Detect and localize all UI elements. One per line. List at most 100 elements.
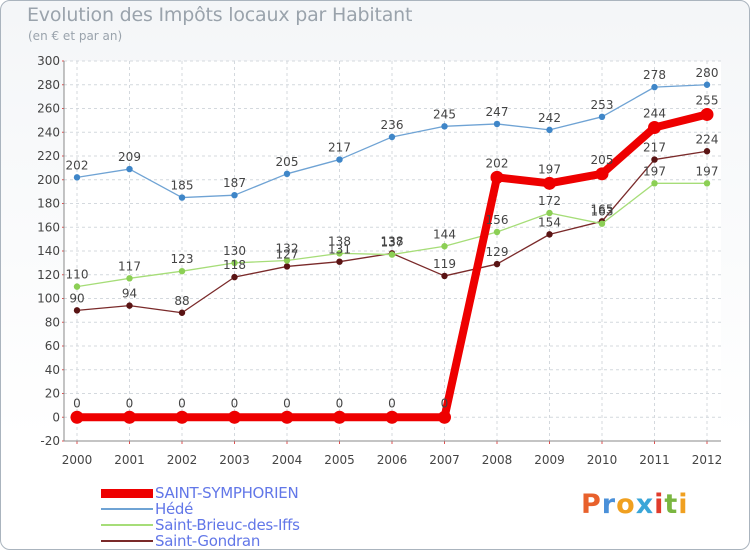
data-label: 245 [433,107,456,121]
data-label: 236 [381,118,404,132]
data-label: 217 [328,141,351,155]
data-point [73,174,81,181]
y-tick-label: 0 [52,410,60,424]
data-point [231,191,238,199]
data-point [598,113,606,121]
data-point [231,273,238,281]
data-label: 247 [486,105,509,119]
y-tick-label: 20 [45,387,60,401]
data-point [178,194,186,201]
chart-title: Evolution des Impôts locaux par Habitant [27,4,413,26]
x-tick-label: 2007 [429,453,460,467]
data-point [546,209,553,217]
series-saint-symphorien [70,107,714,424]
data-point [441,243,448,250]
logo-letter: r [601,489,617,520]
data-label: 123 [171,252,194,266]
logo-letter: x [635,489,655,520]
y-tick-label: 220 [37,149,60,163]
data-point [700,107,714,121]
data-label: 90 [69,291,84,305]
data-label: 224 [696,132,719,146]
logo-letter: P [581,489,602,520]
data-label: 197 [643,164,666,178]
x-tick-label: 2009 [534,453,565,467]
data-label: 119 [433,257,456,271]
data-point [490,170,504,184]
y-tick-label: 180 [37,197,60,211]
data-point [283,263,291,270]
data-label: 0 [336,396,344,410]
data-label: 202 [66,158,89,172]
y-tick-label: 260 [37,102,60,116]
data-label: 217 [643,141,666,155]
data-label: 118 [223,258,246,272]
data-point [123,410,136,424]
legend-label: Saint-Brieuc-des-Iffs [155,516,300,534]
data-point [178,267,186,275]
data-label: 205 [591,153,614,167]
series-saint-brieuc-des-iffs [73,180,711,290]
y-tick-label: 160 [37,220,60,234]
data-label: 0 [178,396,186,410]
data-label: 0 [388,396,396,410]
data-point [546,126,553,134]
data-point [126,165,133,173]
data-point [388,251,396,258]
data-point [70,410,84,424]
data-label: 244 [643,107,666,121]
logo-letter: i [654,489,665,520]
data-label: 156 [486,213,509,227]
data-point [178,309,186,316]
data-point [283,170,291,178]
data-label: 132 [276,242,299,256]
data-point [703,148,711,155]
data-label: 137 [381,236,404,250]
data-point [651,156,658,163]
data-label: 280 [696,66,719,80]
x-tick-label: 2002 [167,453,198,467]
data-label: 202 [486,156,509,170]
data-label: 205 [276,155,299,169]
logo-letter: o [616,489,636,520]
data-label: 165 [591,202,614,216]
legend-label: SAINT-SYMPHORIEN [155,484,299,502]
data-point [280,410,294,424]
data-point [493,228,501,236]
data-point [651,180,658,187]
data-point [441,272,448,280]
legend-swatch [101,540,153,542]
x-tick-label: 2011 [639,453,670,467]
x-tick-label: 2008 [482,453,513,467]
y-tick-label: 120 [37,268,60,282]
data-label: 117 [118,259,141,273]
legend-swatch [101,488,153,498]
data-point [175,410,189,424]
data-label: 88 [174,294,189,308]
data-point [438,410,451,424]
data-label: 131 [328,243,351,257]
legend-label: Hédé [155,500,194,518]
data-label: 144 [433,227,456,241]
data-point [283,257,291,264]
data-point [651,83,658,91]
data-label: 253 [591,98,614,112]
data-label: 0 [126,396,134,410]
y-tick-label: 100 [37,292,60,306]
x-tick-label: 2006 [377,453,408,467]
data-point [126,275,133,282]
data-label: 0 [231,396,239,410]
x-tick-label: 2003 [219,453,250,467]
data-point [546,231,553,238]
legend-swatch [101,508,153,510]
data-point [598,220,606,227]
data-point [388,133,396,141]
legend-label: Saint-Gondran [155,532,261,550]
data-point [493,120,501,128]
x-tick-label: 2010 [587,453,618,467]
x-tick-label: 2012 [692,453,723,467]
legend-swatch [101,524,153,526]
chart-subtitle: (en € et par an) [28,29,123,43]
